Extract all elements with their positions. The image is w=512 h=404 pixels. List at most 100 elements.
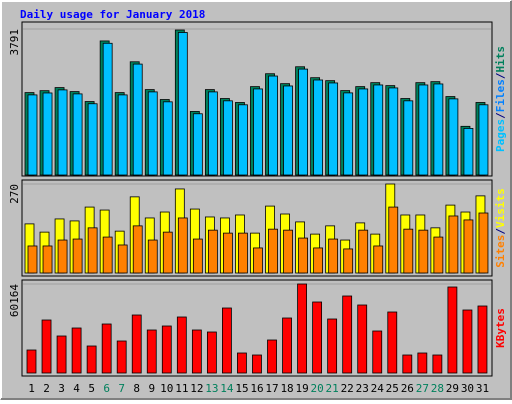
- bar: [57, 89, 68, 176]
- bar: [283, 85, 293, 176]
- bar: [177, 217, 188, 274]
- x-tick-label: 25: [386, 382, 399, 395]
- x-tick-label: 29: [446, 382, 459, 395]
- bar: [328, 82, 339, 176]
- bar: [297, 283, 307, 374]
- x-tick-label: 19: [295, 382, 308, 395]
- bar: [298, 237, 308, 274]
- bar: [358, 229, 369, 274]
- legend-label: Sites/Visits: [494, 188, 507, 268]
- legend-part: Visits: [494, 188, 507, 228]
- bar: [222, 307, 232, 374]
- bar: [162, 231, 173, 274]
- bar: [418, 84, 429, 176]
- legend-part: Hits: [494, 46, 507, 73]
- bar: [238, 232, 248, 274]
- bar: [313, 247, 324, 274]
- bar: [87, 103, 98, 176]
- bar: [282, 317, 292, 374]
- x-tick-label: 6: [103, 382, 110, 395]
- bar: [358, 88, 369, 176]
- bar: [357, 304, 368, 374]
- bar: [223, 100, 233, 176]
- x-tick-label: 2: [43, 382, 50, 395]
- x-tick-label: 3: [58, 382, 65, 395]
- x-tick-label: 5: [88, 382, 95, 395]
- bar: [388, 206, 399, 274]
- legend-part: Files: [494, 79, 507, 112]
- legend-part: /: [494, 72, 507, 79]
- x-tick-label: 9: [148, 382, 155, 395]
- bar: [433, 236, 444, 274]
- y-tick-label: 3791: [8, 29, 21, 56]
- bar: [147, 91, 158, 176]
- bar: [116, 340, 127, 374]
- bar: [176, 316, 187, 374]
- bar: [327, 318, 338, 374]
- bar: [102, 236, 113, 274]
- legend-part: Sites: [494, 235, 507, 268]
- bar: [432, 354, 443, 374]
- bar: [41, 319, 52, 374]
- x-tick-label: 13: [205, 382, 218, 395]
- bar: [343, 248, 354, 274]
- legend-part: KBytes: [494, 308, 507, 348]
- bar: [373, 245, 384, 274]
- bar: [298, 68, 308, 176]
- bar: [372, 330, 383, 374]
- bar: [207, 91, 218, 176]
- bar: [131, 314, 142, 374]
- legend-label: KBytes: [494, 308, 507, 348]
- bar: [132, 63, 143, 176]
- bar: [237, 352, 247, 374]
- bar: [56, 335, 67, 374]
- x-tick-label: 20: [311, 382, 324, 395]
- bar: [463, 128, 474, 176]
- bar: [283, 229, 293, 274]
- legend-part: /: [494, 112, 507, 119]
- x-tick-label: 30: [461, 382, 474, 395]
- bar: [71, 327, 82, 374]
- bar: [101, 323, 112, 374]
- bar: [177, 32, 188, 176]
- bar: [252, 354, 262, 374]
- bar: [27, 245, 38, 274]
- x-tick-label: 11: [175, 382, 188, 395]
- x-tick-label: 18: [280, 382, 293, 395]
- bar: [223, 232, 233, 274]
- bar: [132, 225, 143, 274]
- bar: [312, 301, 323, 374]
- bar: [448, 215, 459, 274]
- bar: [42, 245, 53, 274]
- bar: [478, 212, 489, 274]
- x-tick-label: 22: [341, 382, 354, 395]
- bar: [418, 229, 429, 274]
- bar: [102, 42, 113, 176]
- bar: [417, 352, 428, 374]
- bar: [42, 92, 53, 176]
- x-tick-label: 12: [190, 382, 203, 395]
- x-tick-label: 17: [265, 382, 278, 395]
- bar: [147, 239, 158, 274]
- legend-part: Pages: [494, 119, 507, 152]
- bar: [328, 238, 339, 274]
- x-tick-label: 28: [431, 382, 444, 395]
- bar: [403, 100, 414, 176]
- bar: [192, 113, 203, 176]
- bar: [72, 93, 83, 176]
- bar: [161, 325, 172, 374]
- bar: [447, 286, 458, 374]
- bar: [87, 227, 98, 274]
- bar: [403, 228, 414, 274]
- x-tick-label: 31: [476, 382, 489, 395]
- bar: [57, 239, 68, 274]
- bar: [27, 94, 38, 176]
- bar: [26, 349, 37, 374]
- bar: [86, 345, 97, 374]
- bar: [253, 88, 263, 176]
- x-tick-label: 14: [220, 382, 234, 395]
- bar: [72, 238, 83, 274]
